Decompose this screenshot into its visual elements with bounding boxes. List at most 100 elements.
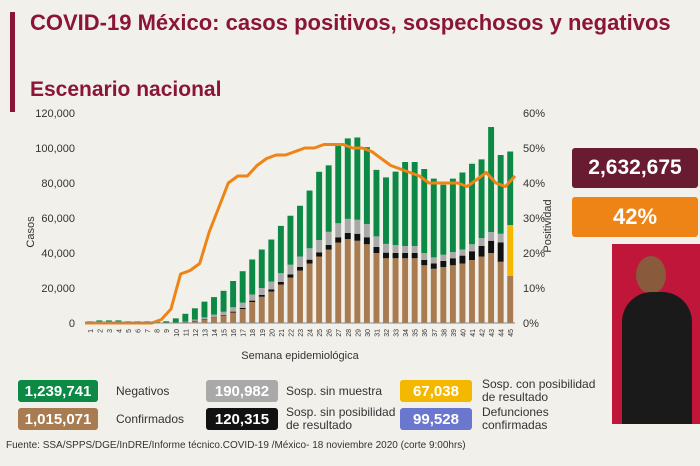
bar-segment bbox=[373, 236, 380, 247]
bar-segment bbox=[239, 302, 246, 308]
bar-segment bbox=[297, 256, 303, 267]
legend-sosp-sin-posibilidad-label2: de resultado bbox=[286, 418, 353, 432]
y-tick-label: 0 bbox=[69, 318, 75, 330]
bar-segment bbox=[497, 233, 504, 243]
bar-segment bbox=[201, 319, 208, 320]
bar-segment bbox=[363, 224, 370, 238]
bar-segment bbox=[430, 257, 437, 264]
bar-segment bbox=[440, 184, 447, 255]
x-tick-label: 11 bbox=[183, 329, 190, 336]
y-tick-label: 80,000 bbox=[41, 178, 75, 190]
x-tick-label: 14 bbox=[212, 329, 219, 337]
bar-segment bbox=[430, 263, 437, 269]
bar-segment bbox=[325, 249, 332, 323]
chart-bars bbox=[86, 127, 514, 324]
bar-segment bbox=[316, 171, 323, 241]
bar-segment bbox=[392, 253, 399, 259]
bar-segment bbox=[497, 242, 504, 262]
bar-segment bbox=[421, 260, 428, 266]
bar-segment bbox=[459, 172, 466, 250]
bar-segment bbox=[211, 314, 217, 318]
bar-segment bbox=[478, 246, 485, 257]
y2-tick-label: 30% bbox=[523, 213, 545, 225]
bar-segment bbox=[469, 244, 475, 252]
bar-segment bbox=[201, 301, 208, 318]
legend-confirmados-label: Confirmados bbox=[116, 412, 185, 426]
x-tick-label: 7 bbox=[145, 329, 152, 333]
x-tick-label: 28 bbox=[346, 329, 353, 337]
legend-negativos-value: 1,239,741 bbox=[18, 380, 98, 402]
page-subtitle: Escenario nacional bbox=[30, 78, 222, 101]
bar-segment bbox=[191, 320, 198, 323]
x-tick-label: 20 bbox=[269, 329, 276, 337]
bar-segment bbox=[258, 295, 265, 297]
bar-segment bbox=[507, 151, 514, 225]
positividad-line bbox=[85, 143, 517, 325]
bar-segment bbox=[258, 296, 265, 323]
bar-segment bbox=[220, 316, 227, 323]
x-tick-label: 19 bbox=[260, 329, 267, 337]
bar-segment bbox=[354, 240, 361, 323]
bar-segment bbox=[421, 253, 428, 260]
bar-segment bbox=[220, 315, 227, 316]
accent-bar bbox=[10, 12, 15, 112]
positividad-box: 42% bbox=[572, 197, 698, 237]
x-tick-label: 3 bbox=[107, 329, 114, 333]
x-tick-label: 40 bbox=[460, 329, 467, 337]
y-tick-label: 40,000 bbox=[41, 248, 75, 260]
bar-segment bbox=[239, 271, 246, 303]
x-tick-label: 18 bbox=[250, 329, 257, 337]
x-tick-label: 38 bbox=[441, 329, 448, 337]
bar-segment bbox=[373, 253, 380, 323]
y2-tick-label: 0% bbox=[523, 318, 539, 330]
bar-segment bbox=[363, 237, 370, 245]
legend-sosp-sin-muestra-label: Sosp. sin muestra bbox=[286, 384, 383, 398]
bar-segment bbox=[488, 232, 495, 241]
x-tick-label: 45 bbox=[508, 329, 515, 337]
bar-segment bbox=[230, 312, 237, 323]
x-tick-label: 27 bbox=[336, 329, 343, 337]
x-tick-label: 29 bbox=[355, 329, 362, 337]
bar-segment bbox=[201, 317, 208, 320]
bar-segment bbox=[249, 300, 256, 302]
bar-segment bbox=[402, 258, 409, 323]
x-tick-label: 12 bbox=[193, 329, 200, 337]
bar-segment bbox=[306, 190, 313, 249]
y2-tick-label: 10% bbox=[523, 283, 545, 295]
x-tick-label: 37 bbox=[432, 329, 439, 337]
x-tick-label: 22 bbox=[288, 329, 295, 337]
legend-sosp-con-posibilidad-label1: Sosp. con posibilidad bbox=[482, 377, 596, 391]
legend-sosp-con-posibilidad-value: 67,038 bbox=[400, 380, 472, 402]
y2-axis-label: Positividad bbox=[542, 199, 554, 252]
bar-segment bbox=[335, 237, 342, 243]
bar-segment bbox=[497, 155, 504, 234]
bar-segment bbox=[449, 178, 456, 253]
x-tick-label: 44 bbox=[499, 329, 506, 337]
bar-segment bbox=[497, 261, 504, 323]
bar-segment bbox=[363, 244, 370, 323]
bar-segment bbox=[459, 255, 466, 264]
bar-segment bbox=[421, 169, 428, 253]
y-axis-label: Casos bbox=[25, 216, 37, 248]
bar-segment bbox=[411, 253, 418, 259]
bar-segment bbox=[306, 248, 313, 260]
bar-segment bbox=[459, 249, 466, 256]
bar-segment bbox=[268, 281, 275, 290]
bar-segment bbox=[211, 297, 217, 315]
bar-segment bbox=[287, 274, 294, 278]
bar-segment bbox=[230, 281, 237, 308]
bar-segment bbox=[363, 147, 370, 225]
bar-segment bbox=[469, 163, 475, 245]
bar-segment bbox=[344, 138, 351, 219]
bar-segment bbox=[268, 239, 275, 282]
x-tick-label: 31 bbox=[374, 329, 381, 337]
y2-tick-label: 50% bbox=[523, 143, 545, 155]
bar-segment bbox=[354, 219, 361, 234]
bar-segment bbox=[182, 321, 189, 323]
legend-defunciones-label2: confirmadas bbox=[482, 418, 548, 432]
y-tick-label: 20,000 bbox=[41, 283, 75, 295]
x-tick-label: 2 bbox=[97, 329, 104, 333]
bar-segment bbox=[287, 215, 294, 265]
bar-segment bbox=[230, 307, 237, 312]
x-tick-label: 43 bbox=[489, 329, 496, 337]
